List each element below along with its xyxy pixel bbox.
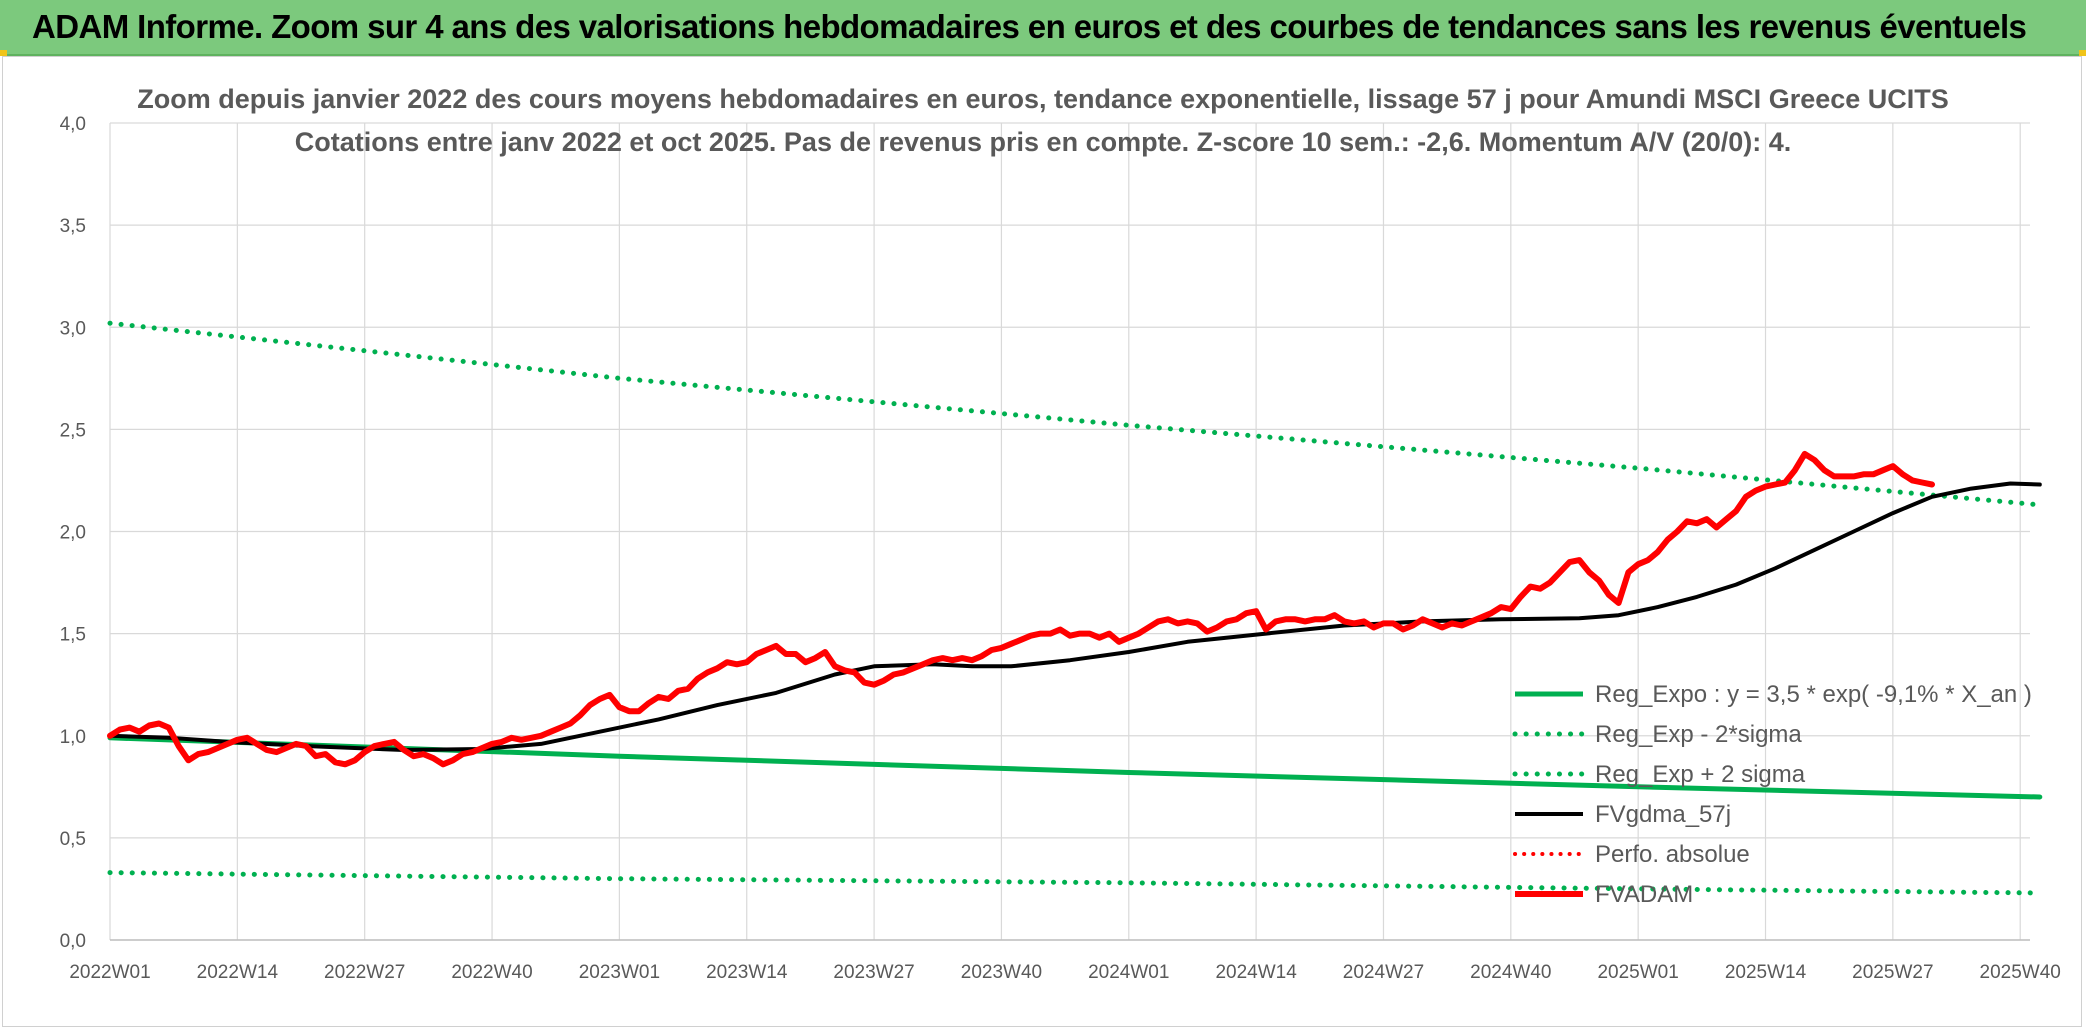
x-tick-label: 2025W27	[1852, 962, 1933, 983]
legend-label: Perfo. absolue	[1595, 841, 1750, 868]
chart-frame	[2, 56, 2082, 1027]
chart-legend: Reg_Expo : y = 3,5 * exp( -9,1% * X_an )…	[1512, 681, 2032, 908]
x-tick-label: 2025W14	[1725, 962, 1807, 983]
banner-corner-right	[2079, 50, 2086, 56]
legend-label: FVADAM	[1595, 881, 1693, 908]
y-tick-label: 4,0	[60, 114, 86, 135]
chart-grid	[109, 122, 2030, 941]
title-banner: ADAM Informe. Zoom sur 4 ans des valoris…	[0, 0, 2086, 56]
legend-label: Reg_Exp + 2 sigma	[1595, 761, 1806, 788]
x-tick-label: 2023W40	[961, 962, 1042, 983]
series-line-fvadam	[107, 450, 1935, 768]
x-tick-label: 2022W27	[324, 962, 405, 983]
chart-title-line2: Cotations entre janv 2022 et oct 2025. P…	[295, 127, 1792, 157]
x-tick-label: 2023W27	[833, 962, 914, 983]
y-tick-label: 2,0	[60, 523, 86, 544]
series-line-reg-exp	[107, 870, 2043, 896]
chart-series	[107, 320, 2043, 896]
y-tick-label: 2,5	[60, 420, 86, 441]
y-tick-label: 3,5	[60, 216, 86, 237]
y-tick-label: 3,0	[60, 318, 86, 339]
banner-corner-left	[0, 50, 7, 56]
x-tick-label: 2024W01	[1088, 962, 1169, 983]
y-tick-label: 0,5	[60, 829, 86, 850]
banner-title: ADAM Informe. Zoom sur 4 ans des valoris…	[32, 8, 2027, 45]
series-line-reg-exp	[107, 320, 2043, 508]
x-tick-label: 2025W40	[1980, 962, 2061, 983]
x-tick-label: 2024W27	[1343, 962, 1424, 983]
y-tick-label: 1,5	[60, 625, 86, 646]
y-tick-label: 0,0	[60, 931, 86, 952]
x-tick-label: 2022W40	[451, 962, 532, 983]
legend-label: FVgdma_57j	[1595, 801, 1731, 828]
legend-label: Reg_Exp - 2*sigma	[1595, 721, 1802, 748]
legend-label: Reg_Expo : y = 3,5 * exp( -9,1% * X_an )	[1595, 681, 2032, 708]
x-tick-label: 2024W14	[1215, 962, 1297, 983]
x-tick-label: 2025W01	[1597, 962, 1678, 983]
y-axis-tick-labels: 0,0 0,5 1,0 1,5 2,0 2,5 3,0 3,5 4,0	[60, 114, 86, 952]
x-tick-label: 2022W14	[197, 962, 279, 983]
series-line-fvgdma-57j	[108, 481, 2042, 752]
x-tick-label: 2023W01	[579, 962, 660, 983]
x-tick-label: 2024W40	[1470, 962, 1551, 983]
y-tick-label: 1,0	[60, 727, 86, 748]
x-tick-label: 2023W14	[706, 962, 788, 983]
x-tick-label: 2022W01	[69, 962, 150, 983]
chart-title-line1: Zoom depuis janvier 2022 des cours moyen…	[137, 84, 1949, 114]
x-axis-tick-labels: 2022W01 2022W14 2022W27 2022W40 2023W01 2023W…	[69, 962, 2061, 983]
